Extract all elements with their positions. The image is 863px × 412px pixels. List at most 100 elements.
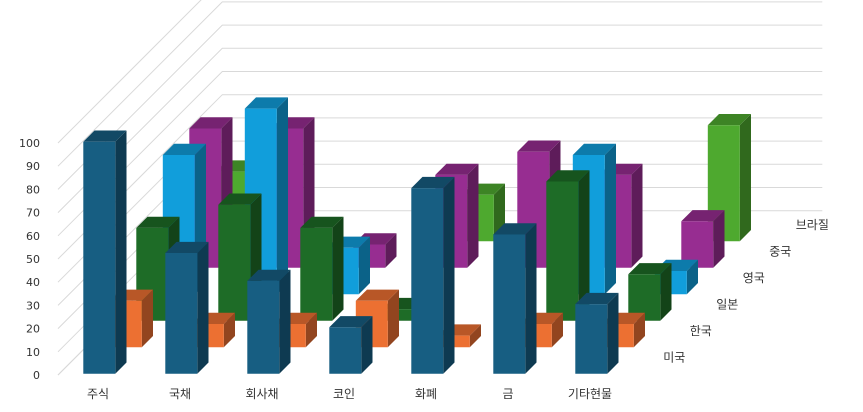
bar-top — [244, 97, 288, 109]
labels: 0 10 20 30 40 50 60 70 80 90 100 주식 국채 회사채 코인 화폐 금 기타현물 미국… — [19, 137, 829, 401]
bar-side — [631, 163, 643, 268]
series-label: 일본 — [716, 298, 738, 312]
y-tick-label: 50 — [26, 253, 40, 266]
bar-front — [247, 280, 280, 374]
y-tick-label: 80 — [26, 183, 40, 196]
category-label: 기타현물 — [568, 387, 612, 401]
bar-side — [607, 292, 619, 374]
bar-top — [517, 140, 561, 152]
bar-side — [686, 259, 698, 295]
category-label: 금 — [502, 387, 513, 401]
bar — [575, 292, 619, 374]
series-label: 한국 — [690, 324, 712, 338]
bar-side — [469, 324, 481, 348]
bar — [247, 269, 291, 374]
bar-front — [546, 181, 579, 321]
bar-front — [300, 227, 333, 321]
bar-top — [681, 210, 725, 222]
bar — [329, 316, 373, 374]
bar-side — [660, 263, 672, 321]
bar-front — [411, 188, 444, 374]
bar-side — [525, 223, 537, 374]
series-label: 영국 — [743, 271, 765, 285]
bar-top — [189, 117, 233, 129]
bar-side — [223, 312, 235, 348]
y-tick-label: 0 — [33, 369, 40, 382]
bar-top — [435, 163, 479, 175]
y-tick-label: 20 — [26, 323, 40, 336]
bar — [300, 216, 344, 321]
y-tick-label: 60 — [26, 230, 40, 243]
bar-side — [279, 269, 291, 374]
bar — [628, 263, 672, 321]
category-label: 코인 — [333, 387, 355, 401]
bar-side — [604, 143, 616, 295]
bar-top — [83, 130, 127, 142]
bar — [493, 223, 537, 374]
bar-top — [300, 216, 344, 228]
series-label: 브라질 — [796, 218, 829, 232]
bar-front — [329, 327, 362, 374]
category-label: 회사채 — [245, 387, 278, 401]
gridline — [57, 0, 202, 144]
bar-front — [628, 274, 661, 321]
bar — [165, 241, 209, 374]
bar-front — [493, 234, 526, 374]
bar-top — [218, 193, 262, 205]
bar-side — [305, 312, 317, 348]
bar-top — [546, 170, 590, 182]
bar-top — [355, 289, 399, 301]
y-tick-label: 10 — [26, 346, 40, 359]
bar — [681, 210, 725, 268]
bar-side — [713, 210, 725, 268]
bar-side — [385, 233, 397, 268]
y-tick-label: 30 — [26, 299, 40, 312]
gridline — [57, 1, 823, 167]
bar-top — [575, 292, 619, 305]
bar-side — [739, 114, 751, 242]
bar-side — [332, 216, 344, 321]
bar — [707, 114, 751, 242]
bar-top — [707, 114, 751, 126]
bar-side — [467, 163, 479, 268]
category-label: 화폐 — [415, 387, 437, 401]
bar-side — [551, 312, 563, 348]
bar-front — [165, 253, 198, 374]
bar-front — [575, 304, 608, 374]
series-label: 미국 — [663, 351, 685, 365]
y-tick-label: 100 — [19, 137, 40, 150]
bar-side — [197, 241, 209, 374]
bar-top — [493, 223, 537, 235]
bar-top — [165, 241, 209, 253]
category-label: 주식 — [87, 387, 109, 401]
bar-top — [411, 176, 455, 189]
bar-top — [572, 143, 616, 155]
bar-top — [247, 269, 291, 281]
y-tick-label: 90 — [26, 160, 40, 173]
y-tick-label: 40 — [26, 276, 40, 289]
bar-front — [681, 221, 714, 268]
bar-top — [162, 143, 206, 155]
bar-top — [136, 216, 180, 228]
bar-top — [329, 316, 373, 328]
bar-side — [141, 289, 153, 348]
bar — [546, 170, 590, 321]
bar-side — [361, 316, 373, 374]
bar-front — [83, 141, 116, 374]
bar — [411, 176, 455, 374]
bar-side — [578, 170, 590, 321]
category-label: 국채 — [169, 387, 191, 401]
bar-side — [443, 176, 455, 374]
bar-side — [276, 97, 288, 295]
bar-side — [387, 289, 399, 348]
bar-top — [628, 263, 672, 275]
bar-front — [218, 204, 251, 321]
bar-side — [115, 130, 127, 374]
series-label: 중국 — [769, 245, 791, 259]
bar-side — [358, 236, 370, 295]
y-tick-label: 70 — [26, 207, 40, 220]
bars — [83, 97, 751, 374]
bar-side — [633, 312, 645, 348]
